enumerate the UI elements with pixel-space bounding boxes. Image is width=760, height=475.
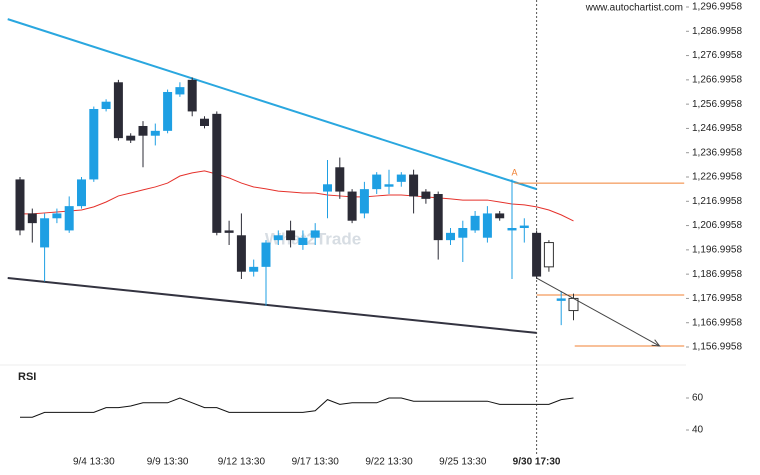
candle-body (396, 174, 406, 182)
candle-body (458, 227, 468, 238)
rsi-title: RSI (18, 371, 36, 383)
candle-body (249, 266, 259, 272)
candle-body (286, 230, 296, 241)
y-tick-label: 1,276.9958 (692, 50, 742, 61)
candle-body (507, 227, 517, 231)
x-tick-label: 9/12 13:30 (218, 457, 266, 468)
x-tick-label: 9/30 17:30 (513, 457, 561, 468)
candle-body (532, 232, 542, 277)
y-tick-label: 1,196.9958 (692, 245, 742, 256)
candle-body (126, 135, 136, 141)
y-tick-label: 1,156.9958 (692, 342, 742, 353)
candle-body (446, 232, 455, 241)
candle-body (372, 174, 382, 190)
candle-body (323, 184, 332, 192)
y-tick-label: 1,176.9958 (692, 293, 742, 304)
candle-body (359, 189, 369, 214)
candle-body (101, 101, 111, 109)
candle-body (433, 193, 443, 241)
y-tick-label: 1,286.9958 (692, 26, 742, 37)
y-tick-label: 1,236.9958 (692, 147, 742, 158)
candle-body (138, 125, 148, 136)
candle-body (200, 118, 209, 126)
candle-body (224, 230, 234, 233)
x-tick-label: 9/9 13:30 (147, 457, 189, 468)
rsi-tick-label: 40 (692, 425, 704, 436)
y-tick-label: 1,216.9958 (692, 196, 742, 207)
candle-body (519, 225, 529, 228)
candle-body (52, 213, 62, 219)
y-tick-label: 1,246.9958 (692, 123, 742, 134)
candle-body (150, 130, 160, 136)
candle-body (335, 167, 345, 192)
y-tick-label: 1,186.9958 (692, 269, 742, 280)
candle-body (421, 191, 431, 199)
y-tick-label: 1,256.9958 (692, 99, 742, 110)
rsi-line (20, 397, 574, 418)
y-tick-label: 1,206.9958 (692, 220, 742, 231)
trend-line (7, 18, 537, 191)
rsi-tick-label: 60 (692, 393, 704, 404)
candle-body (409, 174, 419, 197)
candle-body (384, 184, 394, 187)
y-tick-label: 1,296.9958 (692, 2, 742, 13)
arrow (536, 277, 660, 347)
candle-body (77, 179, 86, 207)
candle-body (347, 191, 357, 221)
candle-body (64, 206, 74, 231)
x-tick-label: 9/17 13:30 (292, 457, 340, 468)
candle-body (236, 235, 246, 272)
candle-body (556, 298, 566, 301)
y-tick-label: 1,226.9958 (692, 172, 742, 183)
candle-body (40, 218, 50, 248)
moving-average (20, 170, 574, 222)
candle-body (273, 235, 283, 241)
candle-body (543, 242, 554, 268)
candle-body (113, 82, 123, 139)
pattern-marker: A (511, 167, 517, 177)
source: www.autochartist.com (585, 3, 683, 14)
candle-body (310, 230, 320, 238)
candle-body (495, 213, 505, 219)
x-tick-label: 9/22 13:30 (365, 457, 413, 468)
x-tick-label: 9/4 13:30 (73, 457, 115, 468)
candle-body (212, 113, 222, 233)
candle-body (482, 213, 492, 238)
candle-body (89, 108, 99, 180)
x-tick-label: 9/25 13:30 (439, 457, 487, 468)
candle-body (187, 79, 197, 112)
candle-body (470, 215, 480, 231)
y-tick-label: 1,166.9958 (692, 317, 742, 328)
candle-body (261, 242, 271, 267)
candle-body (298, 237, 308, 245)
candle-body (163, 91, 173, 131)
y-tick-label: 1,266.9958 (692, 74, 742, 85)
arrow-head (651, 339, 661, 347)
candle-body (175, 87, 185, 95)
candle-body (15, 179, 25, 231)
candle-body (27, 213, 37, 224)
trend-line (7, 277, 537, 334)
